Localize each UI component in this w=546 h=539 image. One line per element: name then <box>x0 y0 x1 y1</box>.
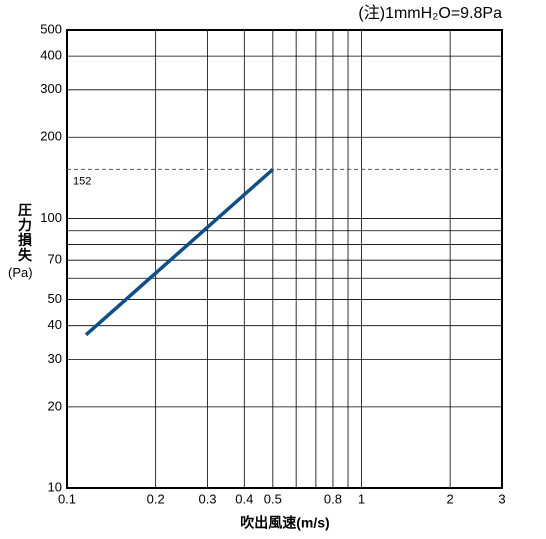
y-tick-label: 400 <box>40 48 62 63</box>
annotation: (注)1mmH₂O=9.8Pa <box>358 4 502 22</box>
x-tick-label: 0.3 <box>198 491 216 506</box>
y-tick-label: 30 <box>48 351 62 366</box>
y-tick-label: 200 <box>40 129 62 144</box>
y-tick-label: 50 <box>48 291 62 306</box>
y-tick-label: 500 <box>40 21 62 36</box>
y-tick-label: 70 <box>48 252 62 267</box>
y-tick-label: 40 <box>48 317 62 332</box>
x-tick-label: 0.8 <box>324 491 342 506</box>
y-tick-label: 300 <box>40 81 62 96</box>
data-line <box>84 168 275 337</box>
y-axis-unit: (Pa) <box>8 265 33 280</box>
x-tick-label: 0.1 <box>58 491 76 506</box>
x-tick-label: 2 <box>447 491 454 506</box>
x-tick-label: 3 <box>498 491 505 506</box>
y-tick-label: 10 <box>48 479 62 494</box>
plot-frame <box>66 29 503 489</box>
y-axis-label: 圧力損失 <box>18 202 32 263</box>
reference-label: 152 <box>73 175 91 187</box>
x-axis-label: 吹出風速(m/s) <box>240 515 329 531</box>
y-tick-label: 100 <box>40 210 62 225</box>
x-tick-label: 0.4 <box>235 491 253 506</box>
x-tick-label: 1 <box>358 491 365 506</box>
x-tick-label: 0.5 <box>264 491 282 506</box>
y-tick-label: 20 <box>48 398 62 413</box>
x-tick-label: 0.2 <box>147 491 165 506</box>
